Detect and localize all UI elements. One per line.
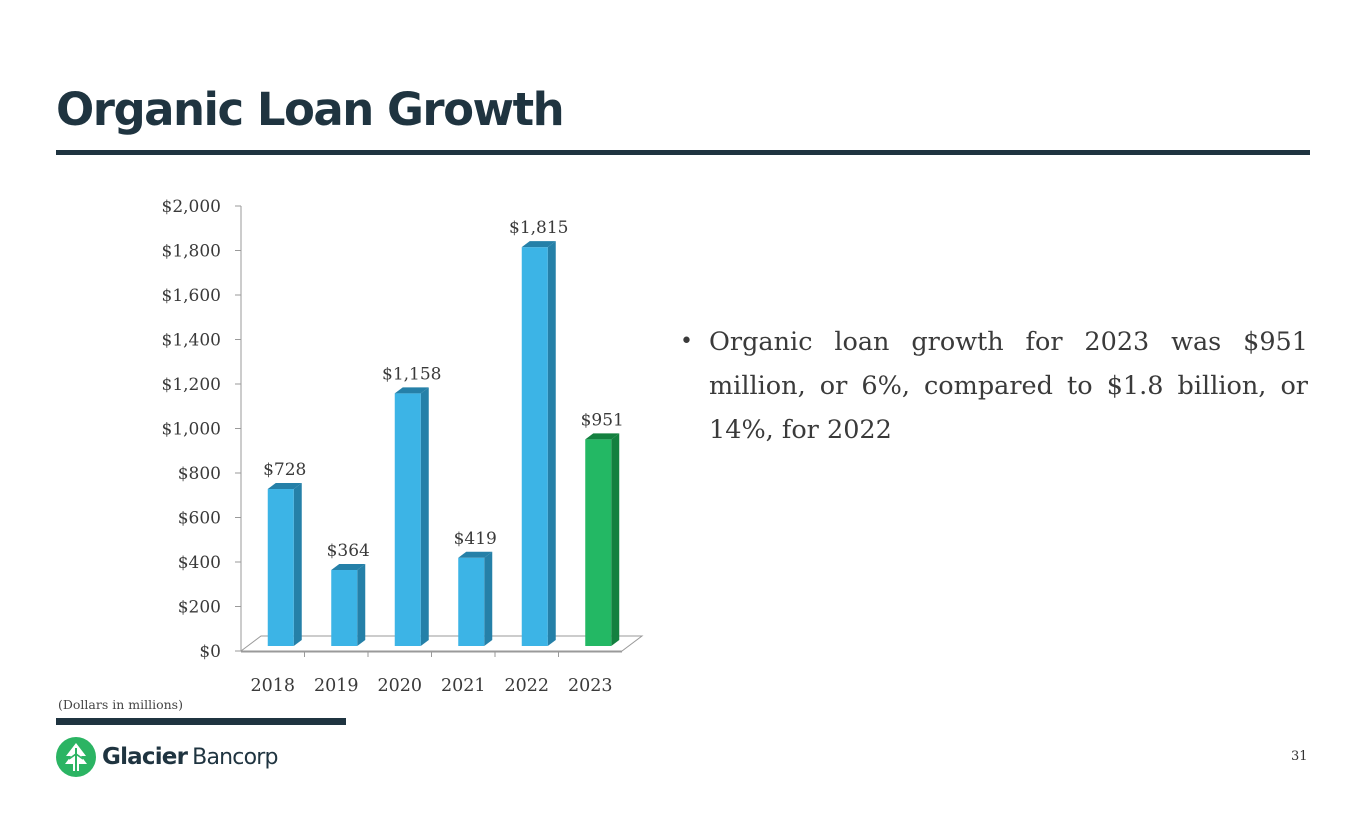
x-tick-label-2018: 2018 <box>250 676 295 696</box>
page-number: 31 <box>1291 749 1308 764</box>
bar-2021 <box>458 557 485 646</box>
y-tick-label: $200 <box>178 598 221 618</box>
y-tick-label: $800 <box>178 464 221 484</box>
key-point-text: Organic loan growth for 2023 was $951 mi… <box>709 327 1308 445</box>
bar-side-2018 <box>293 483 302 646</box>
y-tick-label: $1,200 <box>162 375 221 395</box>
logo-word-primary: Glacier <box>102 744 188 770</box>
data-label-2020: $1,158 <box>382 364 441 384</box>
company-logo: Glacier Bancorp <box>56 736 278 778</box>
bar-2020 <box>394 393 421 646</box>
y-tick-label: $0 <box>199 642 221 662</box>
x-tick-label-2022: 2022 <box>504 676 549 696</box>
x-tick-label-2020: 2020 <box>377 676 422 696</box>
data-label-2018: $728 <box>263 460 306 480</box>
bar-2022 <box>521 247 548 646</box>
bar-top-2019 <box>331 564 366 571</box>
y-tick-label: $600 <box>178 509 221 529</box>
glacier-mountain-icon <box>56 737 96 777</box>
y-tick-label: $1,600 <box>162 286 221 306</box>
chart-bars <box>267 241 620 646</box>
bullet-icon: • <box>680 329 693 354</box>
y-tick-label: $400 <box>178 553 221 573</box>
y-tick-label: $1,400 <box>162 331 221 351</box>
y-tick-label: $1,000 <box>162 420 221 440</box>
x-tick-label-2019: 2019 <box>314 676 359 696</box>
data-label-2019: $364 <box>327 541 370 561</box>
page-title: Organic Loan Growth <box>56 83 565 136</box>
x-tick-label-2023: 2023 <box>568 676 613 696</box>
logo-word-secondary: Bancorp <box>192 744 278 770</box>
chart-axes: $0 $200 $400 $600 $800 $1,000 $1,200 $1,400 $1,6… <box>162 197 644 662</box>
footnote-divider <box>56 718 346 725</box>
data-label-2022: $1,815 <box>509 218 568 238</box>
y-tick-label: $2,000 <box>162 197 221 217</box>
title-divider <box>56 150 1310 155</box>
bar-2023 <box>585 439 612 646</box>
x-tick-label-2021: 2021 <box>441 676 486 696</box>
bar-top-2022 <box>521 241 556 248</box>
data-label-2021: $419 <box>454 529 497 549</box>
key-point: • Organic loan growth for 2023 was $951 … <box>680 320 1308 452</box>
bar-top-2020 <box>394 387 429 394</box>
bar-side-2023 <box>611 433 620 646</box>
bar-side-2019 <box>357 564 366 646</box>
chart-labels: $728 2018 $364 2019 $1,158 2020 $419 2021 $1,815… <box>250 218 623 696</box>
bar-top-2023 <box>585 433 620 440</box>
bar-side-2020 <box>420 387 429 646</box>
units-footnote: (Dollars in millions) <box>58 697 183 712</box>
bar-top-2021 <box>458 551 493 558</box>
loan-growth-bar-chart: $0 $200 $400 $600 $800 $1,000 $1,200 $1,400 $1,6… <box>162 197 644 696</box>
y-tick-label: $1,800 <box>162 242 221 262</box>
bar-2019 <box>331 570 358 646</box>
bar-side-2021 <box>484 551 493 646</box>
bar-top-2018 <box>267 483 302 490</box>
bar-side-2022 <box>547 241 556 646</box>
data-label-2023: $951 <box>581 410 624 430</box>
bar-2018 <box>267 489 294 646</box>
